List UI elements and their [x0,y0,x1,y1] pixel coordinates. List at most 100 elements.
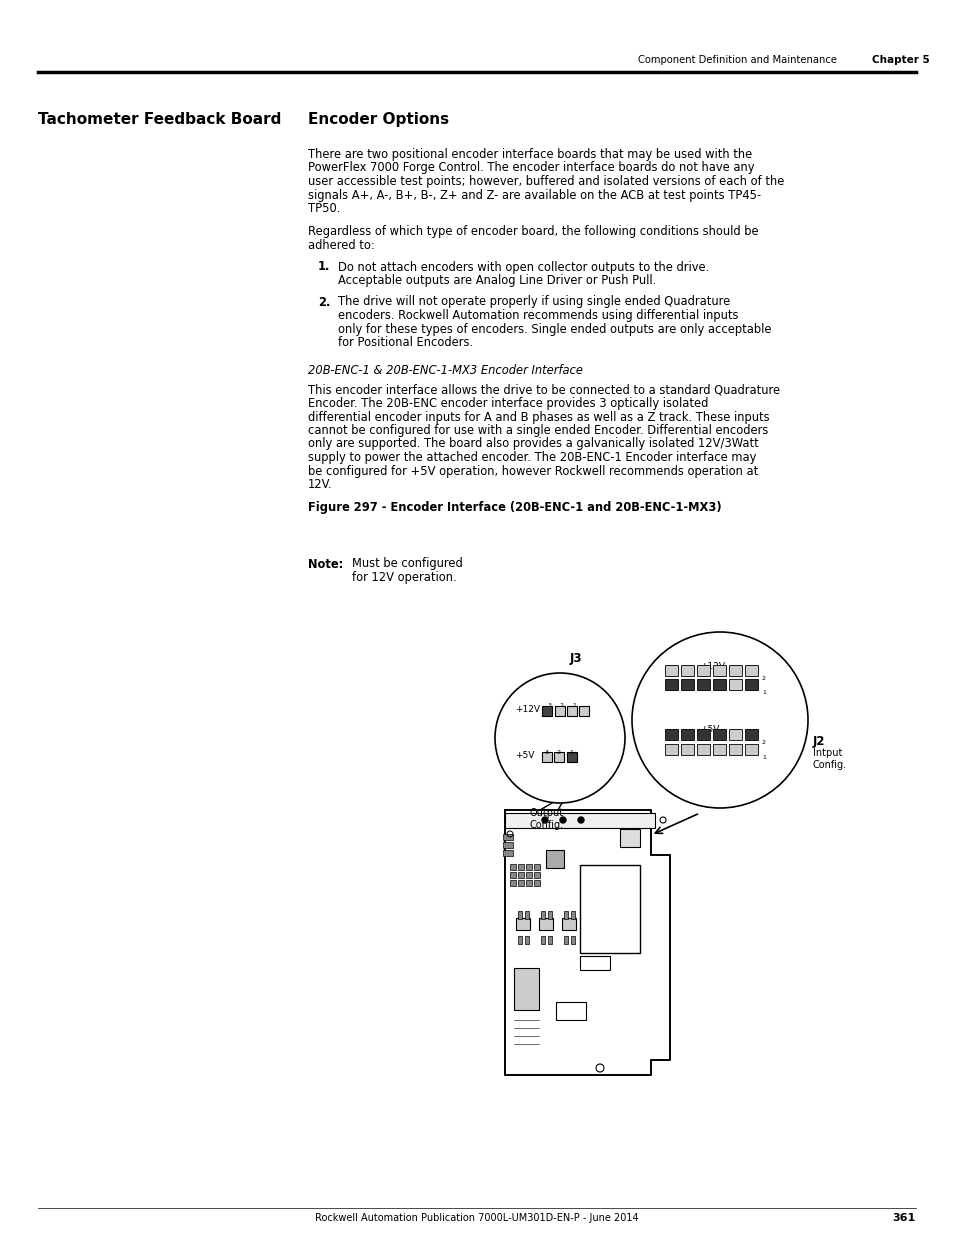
Text: 1: 1 [761,690,765,695]
Text: 20B-ENC-1 & 20B-ENC-1-MX3 Encoder Interface: 20B-ENC-1 & 20B-ENC-1-MX3 Encoder Interf… [308,363,582,377]
Text: 1.: 1. [317,261,330,273]
Bar [524,911,529,919]
Text: supply to power the attached encoder. The 20B-ENC-1 Encoder interface may: supply to power the attached encoder. Th… [308,451,756,464]
Bar [524,936,529,944]
Bar [571,936,575,944]
Bar [516,918,530,930]
Text: cannot be configured for use with a single ended Encoder. Differential encoders: cannot be configured for use with a sing… [308,424,767,437]
Text: Regardless of which type of encoder board, the following conditions should be: Regardless of which type of encoder boar… [308,226,758,238]
Text: user accessible test points; however, buffered and isolated versions of each of : user accessible test points; however, bu… [308,175,783,188]
Text: Chapter 5: Chapter 5 [871,56,929,65]
Bar [517,881,523,885]
Bar [680,743,693,755]
Text: for 12V operation.: for 12V operation. [352,571,456,584]
Bar [534,872,539,878]
Bar [664,664,678,676]
Text: 1: 1 [761,755,765,760]
Text: 1: 1 [572,703,576,708]
Text: Encoder Options: Encoder Options [308,112,449,127]
Bar [712,664,725,676]
Circle shape [541,818,547,823]
Bar [517,911,521,919]
Text: 3: 3 [547,703,552,708]
Text: Do not attach encoders with open collector outputs to the drive.: Do not attach encoders with open collect… [337,261,708,273]
Bar [554,752,563,762]
Bar [517,872,523,878]
Bar [680,679,693,690]
Bar [566,752,577,762]
Bar [563,911,567,919]
Text: J2: J2 [812,735,824,748]
Bar [664,729,678,740]
Text: TP50.: TP50. [308,203,340,215]
Text: +5V: +5V [515,752,534,761]
Bar [504,813,655,827]
Bar [502,842,513,848]
Text: 2.: 2. [317,295,330,309]
Text: 2: 2 [761,676,765,680]
Bar [712,743,725,755]
Bar [556,1002,585,1020]
Text: for Positional Encoders.: for Positional Encoders. [337,336,473,350]
Text: J3: J3 [569,652,582,664]
Bar [566,706,577,716]
Bar [697,664,709,676]
Text: 2: 2 [559,703,563,708]
Bar [545,850,563,868]
Bar [664,743,678,755]
Text: Component Definition and Maintenance: Component Definition and Maintenance [638,56,836,65]
Bar [510,872,516,878]
Text: This encoder interface allows the drive to be connected to a standard Quadrature: This encoder interface allows the drive … [308,384,780,396]
Bar [680,664,693,676]
Text: +5V: +5V [700,725,719,734]
Bar [538,918,553,930]
Text: +12V: +12V [515,705,539,715]
Text: +12V: +12V [700,662,724,671]
Text: Encoder. The 20B-ENC encoder interface provides 3 optically isolated: Encoder. The 20B-ENC encoder interface p… [308,396,708,410]
Bar [502,834,513,840]
Bar [502,850,513,856]
Bar [697,743,709,755]
Bar [525,864,532,869]
Text: Config.: Config. [530,820,563,830]
Text: Acceptable outputs are Analog Line Driver or Push Pull.: Acceptable outputs are Analog Line Drive… [337,274,656,287]
Text: Output: Output [530,808,563,818]
Bar [561,918,576,930]
Circle shape [631,632,807,808]
Bar [514,968,538,1010]
Text: 1: 1 [569,750,573,755]
Bar [728,729,741,740]
Bar [541,752,552,762]
Text: only for these types of encoders. Single ended outputs are only acceptable: only for these types of encoders. Single… [337,322,771,336]
Bar [541,706,552,716]
Bar [664,679,678,690]
Text: encoders. Rockwell Automation recommends using differential inputs: encoders. Rockwell Automation recommends… [337,309,738,322]
Bar [510,881,516,885]
Bar [534,881,539,885]
Text: Rockwell Automation Publication 7000L-UM301D-EN-P - June 2014: Rockwell Automation Publication 7000L-UM… [314,1213,639,1223]
Bar [525,872,532,878]
Bar [517,936,521,944]
Bar [555,706,564,716]
Text: Config.: Config. [812,760,846,769]
Bar [680,729,693,740]
Text: PowerFlex 7000 Forge Control. The encoder interface boards do not have any: PowerFlex 7000 Forge Control. The encode… [308,162,754,174]
Bar [547,936,552,944]
Text: The drive will not operate properly if using single ended Quadrature: The drive will not operate properly if u… [337,295,729,309]
Text: Must be configured: Must be configured [352,557,462,571]
Bar [525,881,532,885]
Bar [712,729,725,740]
Circle shape [495,673,624,803]
Bar [744,729,758,740]
Bar [697,729,709,740]
Text: Note:: Note: [308,557,343,571]
Bar [571,911,575,919]
Bar [517,864,523,869]
Bar [728,679,741,690]
Text: be configured for +5V operation, however Rockwell recommends operation at: be configured for +5V operation, however… [308,464,758,478]
Bar [540,936,544,944]
Circle shape [559,818,565,823]
Circle shape [578,818,583,823]
Bar [578,706,588,716]
Bar [619,829,639,847]
